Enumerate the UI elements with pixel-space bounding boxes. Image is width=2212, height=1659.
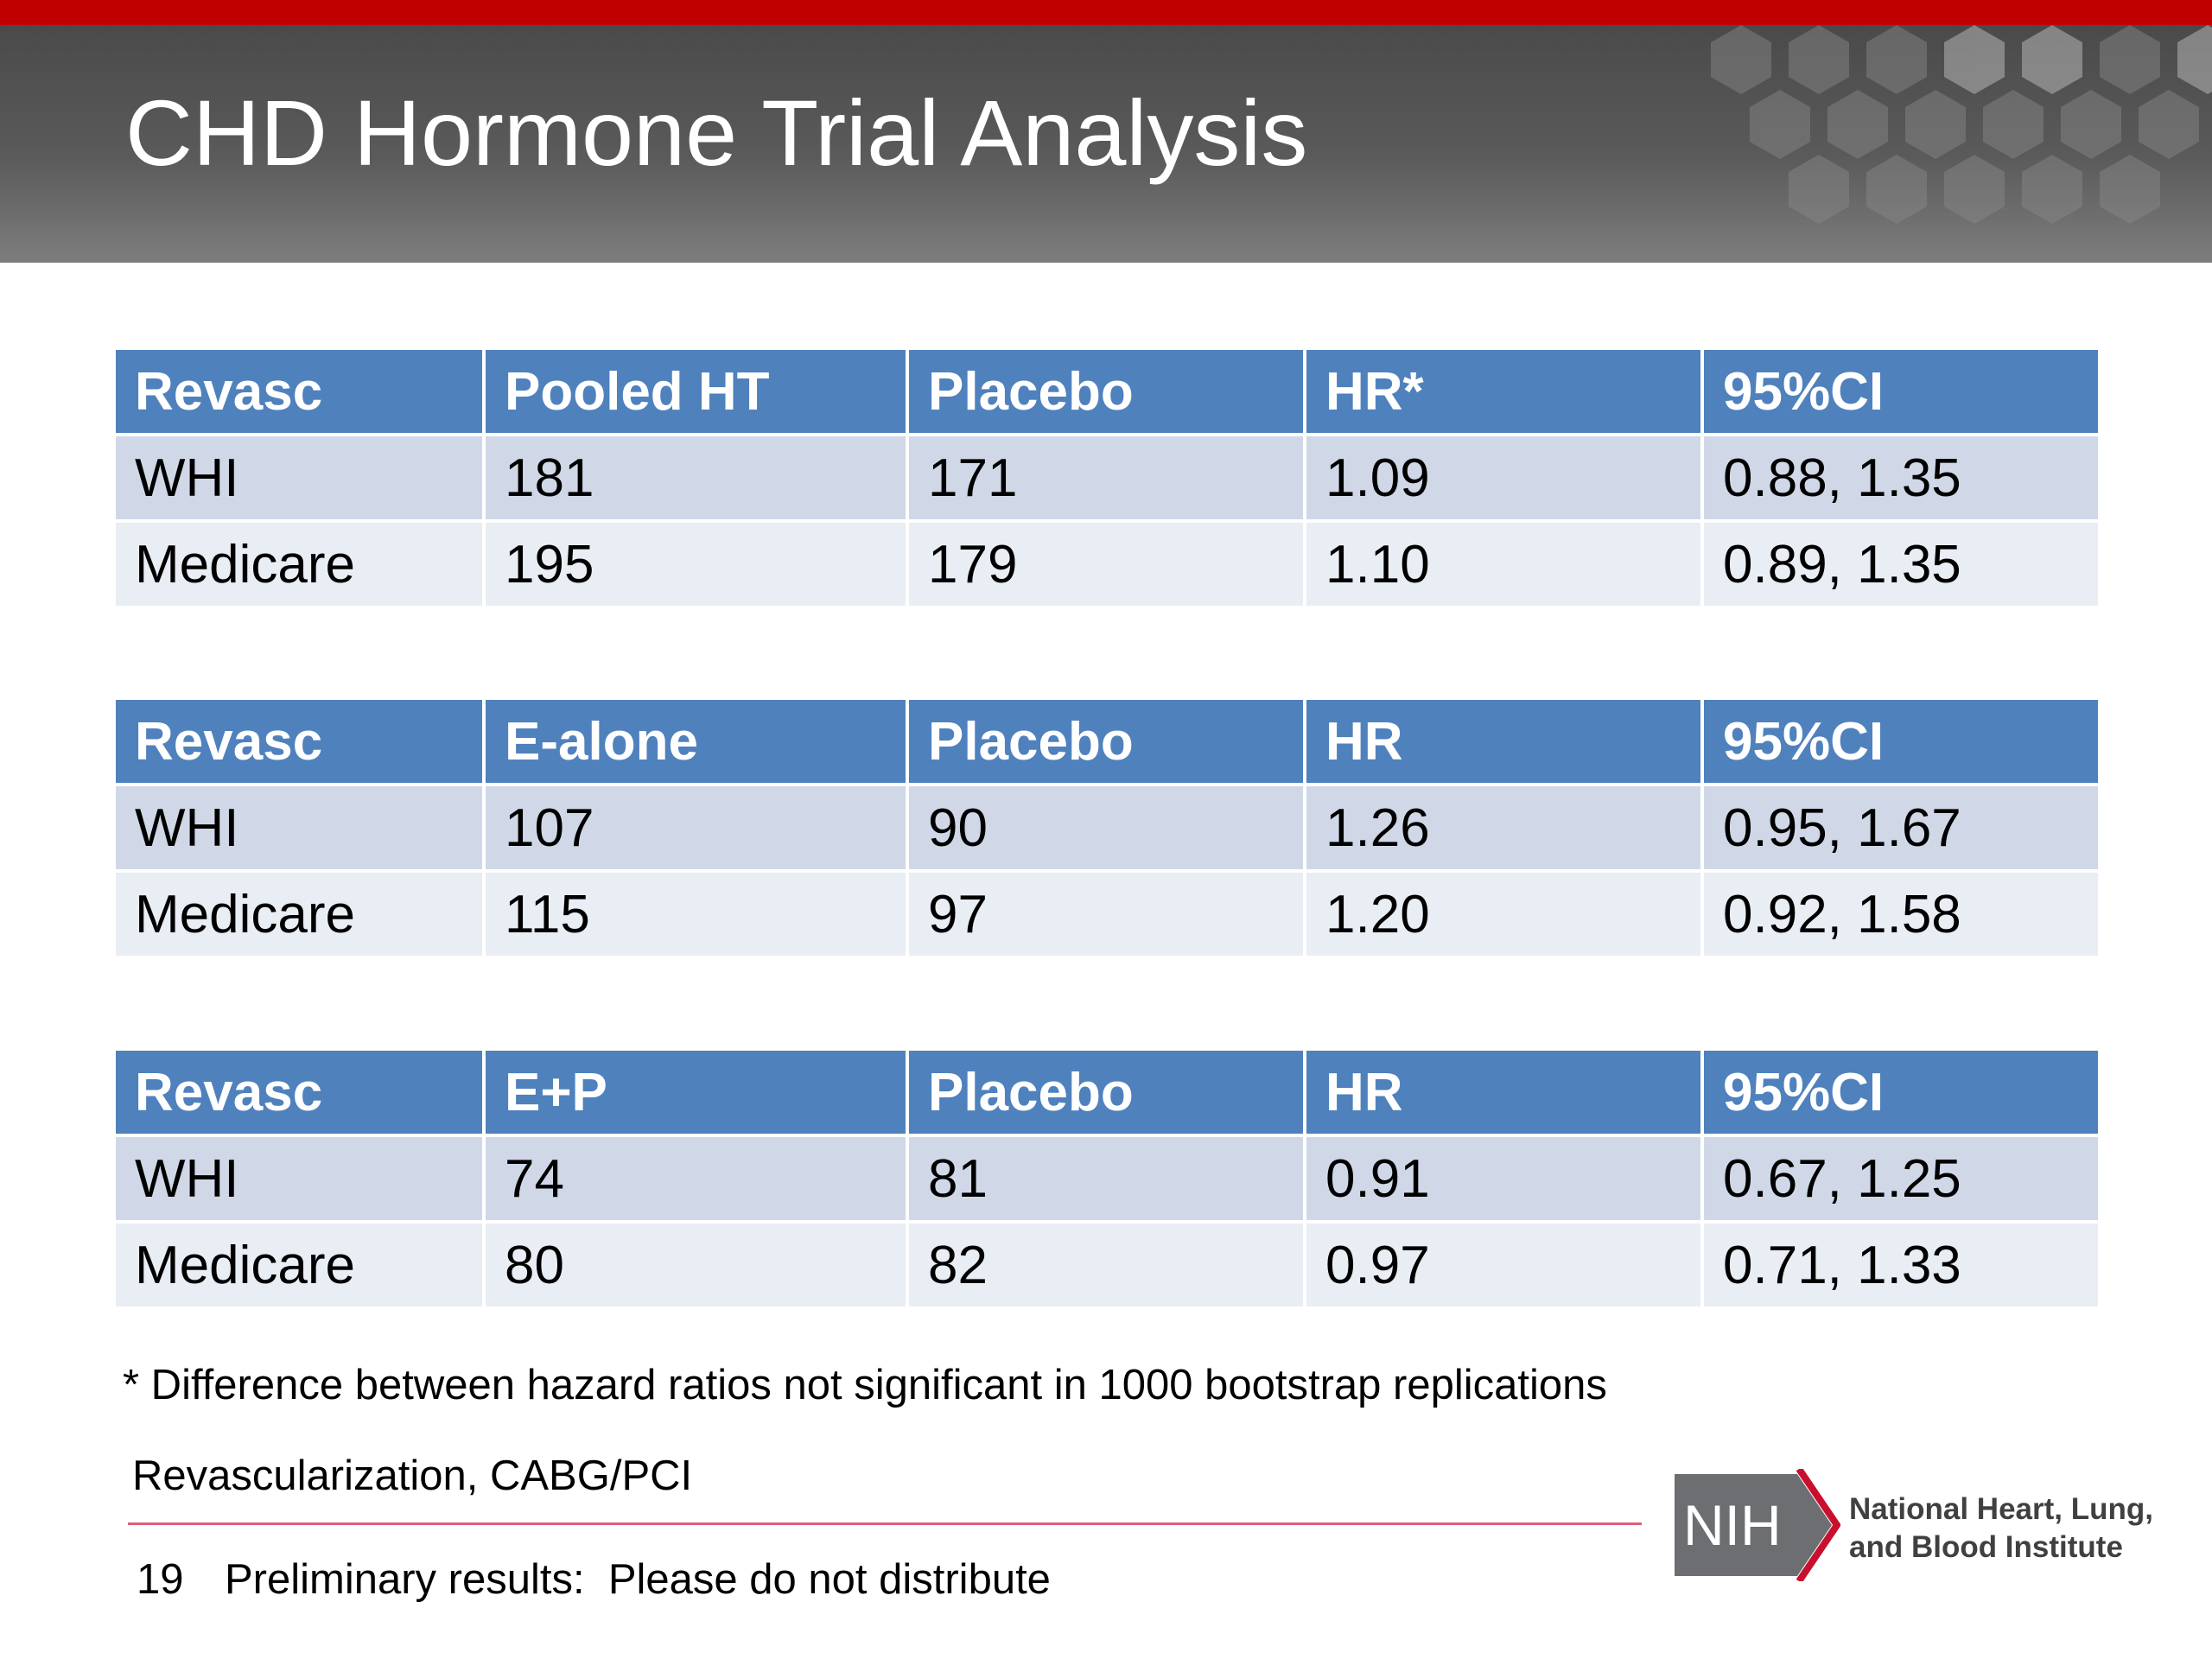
results-table-e-plus-p: Revasc E+P Placebo HR 95%CI WHI 74 81 0.… — [112, 1047, 2101, 1310]
footnote: * Difference between hazard ratios not s… — [123, 1362, 1607, 1408]
abbreviation-note: Revascularization, CABG/PCI — [132, 1452, 693, 1499]
table-cell: 81 — [909, 1137, 1303, 1220]
table-cell: Medicare — [116, 523, 482, 606]
table-cell: 80 — [486, 1224, 906, 1306]
footer-divider — [128, 1522, 1642, 1525]
table-cell: 0.71, 1.33 — [1704, 1224, 2098, 1306]
table-header-row: Revasc E-alone Placebo HR 95%CI — [116, 700, 2098, 783]
table-cell: 115 — [486, 873, 906, 956]
header-cell: Revasc — [116, 350, 482, 433]
table-cell: 0.88, 1.35 — [1704, 436, 2098, 519]
table-cell: 0.67, 1.25 — [1704, 1137, 2098, 1220]
table-row: Medicare 115 97 1.20 0.92, 1.58 — [116, 873, 2098, 956]
header-cell: E+P — [486, 1051, 906, 1134]
footer-disclaimer: Preliminary results: Please do not distr… — [225, 1556, 1051, 1603]
header-cell: Placebo — [909, 1051, 1303, 1134]
header-cell: Placebo — [909, 350, 1303, 433]
table-cell: 1.26 — [1306, 786, 1700, 869]
table-cell: 171 — [909, 436, 1303, 519]
table-row: Medicare 195 179 1.10 0.89, 1.35 — [116, 523, 2098, 606]
table-cell: 90 — [909, 786, 1303, 869]
table-cell: 107 — [486, 786, 906, 869]
page-number: 19 — [137, 1556, 184, 1603]
table-cell: 1.10 — [1306, 523, 1700, 606]
header-cell: Pooled HT — [486, 350, 906, 433]
slide-header: CHD Hormone Trial Analysis — [0, 25, 2212, 263]
header-cell: HR* — [1306, 350, 1700, 433]
table-cell: 97 — [909, 873, 1303, 956]
table-cell: 0.91 — [1306, 1137, 1700, 1220]
header-cell: HR — [1306, 1051, 1700, 1134]
table-cell: 74 — [486, 1137, 906, 1220]
header-cell: E-alone — [486, 700, 906, 783]
table-cell: 181 — [486, 436, 906, 519]
nih-logo-icon: NIH — [1675, 1469, 1840, 1581]
table-cell: WHI — [116, 786, 482, 869]
table-cell: 1.20 — [1306, 873, 1700, 956]
table-cell: WHI — [116, 436, 482, 519]
top-accent-bar — [0, 0, 2212, 25]
table-row: WHI 74 81 0.91 0.67, 1.25 — [116, 1137, 2098, 1220]
institute-name-line1: National Heart, Lung, — [1849, 1492, 2153, 1526]
table-header-row: Revasc E+P Placebo HR 95%CI — [116, 1051, 2098, 1134]
table-cell: Medicare — [116, 1224, 482, 1306]
slide-title: CHD Hormone Trial Analysis — [125, 80, 1308, 185]
header-cell: 95%CI — [1704, 700, 2098, 783]
hexagon-pattern-decoration — [1711, 25, 2212, 224]
header-cell: Placebo — [909, 700, 1303, 783]
header-cell: Revasc — [116, 1051, 482, 1134]
table-cell: 0.95, 1.67 — [1704, 786, 2098, 869]
header-cell: Revasc — [116, 700, 482, 783]
table-cell: 82 — [909, 1224, 1303, 1306]
table-cell: 1.09 — [1306, 436, 1700, 519]
table-cell: 195 — [486, 523, 906, 606]
table-cell: 0.92, 1.58 — [1704, 873, 2098, 956]
institute-name-line2: and Blood Institute — [1849, 1530, 2123, 1564]
results-table-pooled-ht: Revasc Pooled HT Placebo HR* 95%CI WHI 1… — [112, 346, 2101, 609]
table-row: WHI 107 90 1.26 0.95, 1.67 — [116, 786, 2098, 869]
table-cell: Medicare — [116, 873, 482, 956]
table-cell: 179 — [909, 523, 1303, 606]
nih-logo-mark: NIH — [1683, 1493, 1782, 1557]
table-row: WHI 181 171 1.09 0.88, 1.35 — [116, 436, 2098, 519]
header-cell: 95%CI — [1704, 1051, 2098, 1134]
table-cell: WHI — [116, 1137, 482, 1220]
header-cell: 95%CI — [1704, 350, 2098, 433]
table-cell: 0.89, 1.35 — [1704, 523, 2098, 606]
table-cell: 0.97 — [1306, 1224, 1700, 1306]
institute-name: National Heart, Lung, and Blood Institut… — [1849, 1491, 2153, 1567]
table-header-row: Revasc Pooled HT Placebo HR* 95%CI — [116, 350, 2098, 433]
results-table-e-alone: Revasc E-alone Placebo HR 95%CI WHI 107 … — [112, 696, 2101, 959]
table-row: Medicare 80 82 0.97 0.71, 1.33 — [116, 1224, 2098, 1306]
header-cell: HR — [1306, 700, 1700, 783]
